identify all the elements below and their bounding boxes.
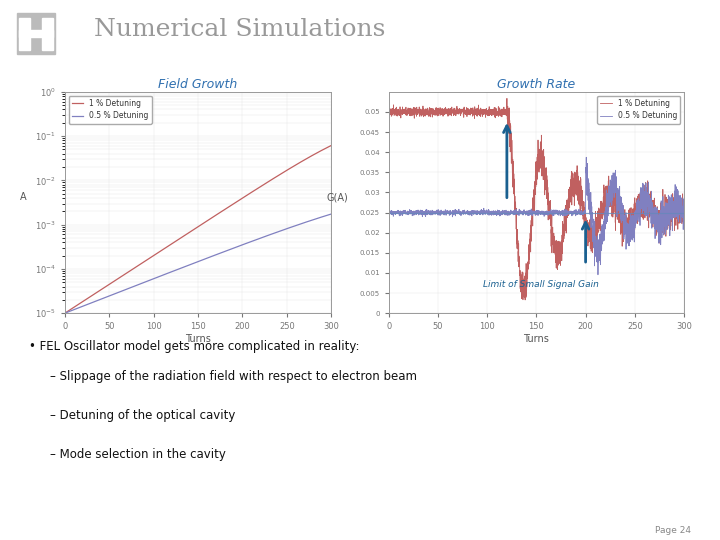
0.5 % Detuning	[642, 184, 651, 191]
Title: Growth Rate: Growth Rate	[498, 78, 575, 91]
0.5 % Detuning	[60, 310, 69, 316]
Line: 0.5 % Detuning: 0.5 % Detuning	[389, 157, 684, 275]
Y-axis label: G(A): G(A)	[327, 192, 348, 202]
1 % Detuning	[680, 204, 688, 211]
1 % Detuning	[261, 180, 270, 187]
1 % Detuning	[503, 95, 511, 102]
Bar	[19, 18, 30, 50]
0.5 % Detuning	[327, 211, 336, 217]
Bar	[42, 18, 53, 50]
1 % Detuning	[674, 198, 683, 205]
Line: 1 % Detuning: 1 % Detuning	[389, 98, 684, 300]
0.5 % Detuning	[181, 263, 189, 269]
1 % Detuning	[107, 279, 116, 286]
1 % Detuning	[238, 195, 247, 201]
Text: Numerical Simulations: Numerical Simulations	[94, 18, 385, 41]
0.5 % Detuning	[674, 219, 683, 225]
0.5 % Detuning	[498, 210, 506, 217]
0.5 % Detuning	[510, 208, 519, 214]
0.5 % Detuning	[582, 154, 590, 160]
Text: – Detuning of the optical cavity: – Detuning of the optical cavity	[50, 409, 235, 422]
1 % Detuning	[418, 107, 427, 113]
1 % Detuning	[510, 193, 519, 199]
0.5 % Detuning	[418, 210, 427, 217]
1 % Detuning	[436, 110, 444, 117]
0.5 % Detuning	[107, 292, 116, 298]
Line: 1 % Detuning: 1 % Detuning	[65, 145, 331, 313]
0.5 % Detuning	[217, 249, 226, 256]
Title: Field Growth: Field Growth	[158, 78, 238, 91]
Text: Limit of Small Signal Gain: Limit of Small Signal Gain	[483, 280, 599, 289]
0.5 % Detuning	[129, 284, 138, 290]
0.5 % Detuning	[238, 241, 247, 248]
0.5 % Detuning	[261, 233, 270, 240]
Text: Page 24: Page 24	[655, 525, 691, 535]
1 % Detuning	[384, 107, 393, 113]
Text: – Slippage of the radiation field with respect to electron beam: – Slippage of the radiation field with r…	[50, 370, 418, 383]
0.5 % Detuning	[384, 207, 393, 214]
Line: 0.5 % Detuning: 0.5 % Detuning	[65, 214, 331, 313]
1 % Detuning	[327, 142, 336, 149]
Text: • FEL Oscillator model gets more complicated in reality:: • FEL Oscillator model gets more complic…	[29, 340, 359, 353]
1 % Detuning	[498, 108, 506, 114]
1 % Detuning	[129, 266, 138, 272]
X-axis label: Turns: Turns	[185, 334, 211, 344]
X-axis label: Turns: Turns	[523, 334, 549, 344]
Text: – Mode selection in the cavity: – Mode selection in the cavity	[50, 448, 226, 461]
1 % Detuning	[217, 208, 226, 214]
Y-axis label: A: A	[20, 192, 27, 202]
0.5 % Detuning	[436, 211, 444, 217]
0.5 % Detuning	[680, 195, 688, 201]
Legend: 1 % Detuning, 0.5 % Detuning: 1 % Detuning, 0.5 % Detuning	[597, 96, 680, 124]
Legend: 1 % Detuning, 0.5 % Detuning: 1 % Detuning, 0.5 % Detuning	[68, 96, 152, 124]
1 % Detuning	[60, 310, 69, 316]
0.5 % Detuning	[594, 272, 603, 278]
1 % Detuning	[181, 232, 189, 238]
Bar	[19, 30, 53, 37]
1 % Detuning	[642, 190, 651, 196]
1 % Detuning	[521, 296, 529, 303]
